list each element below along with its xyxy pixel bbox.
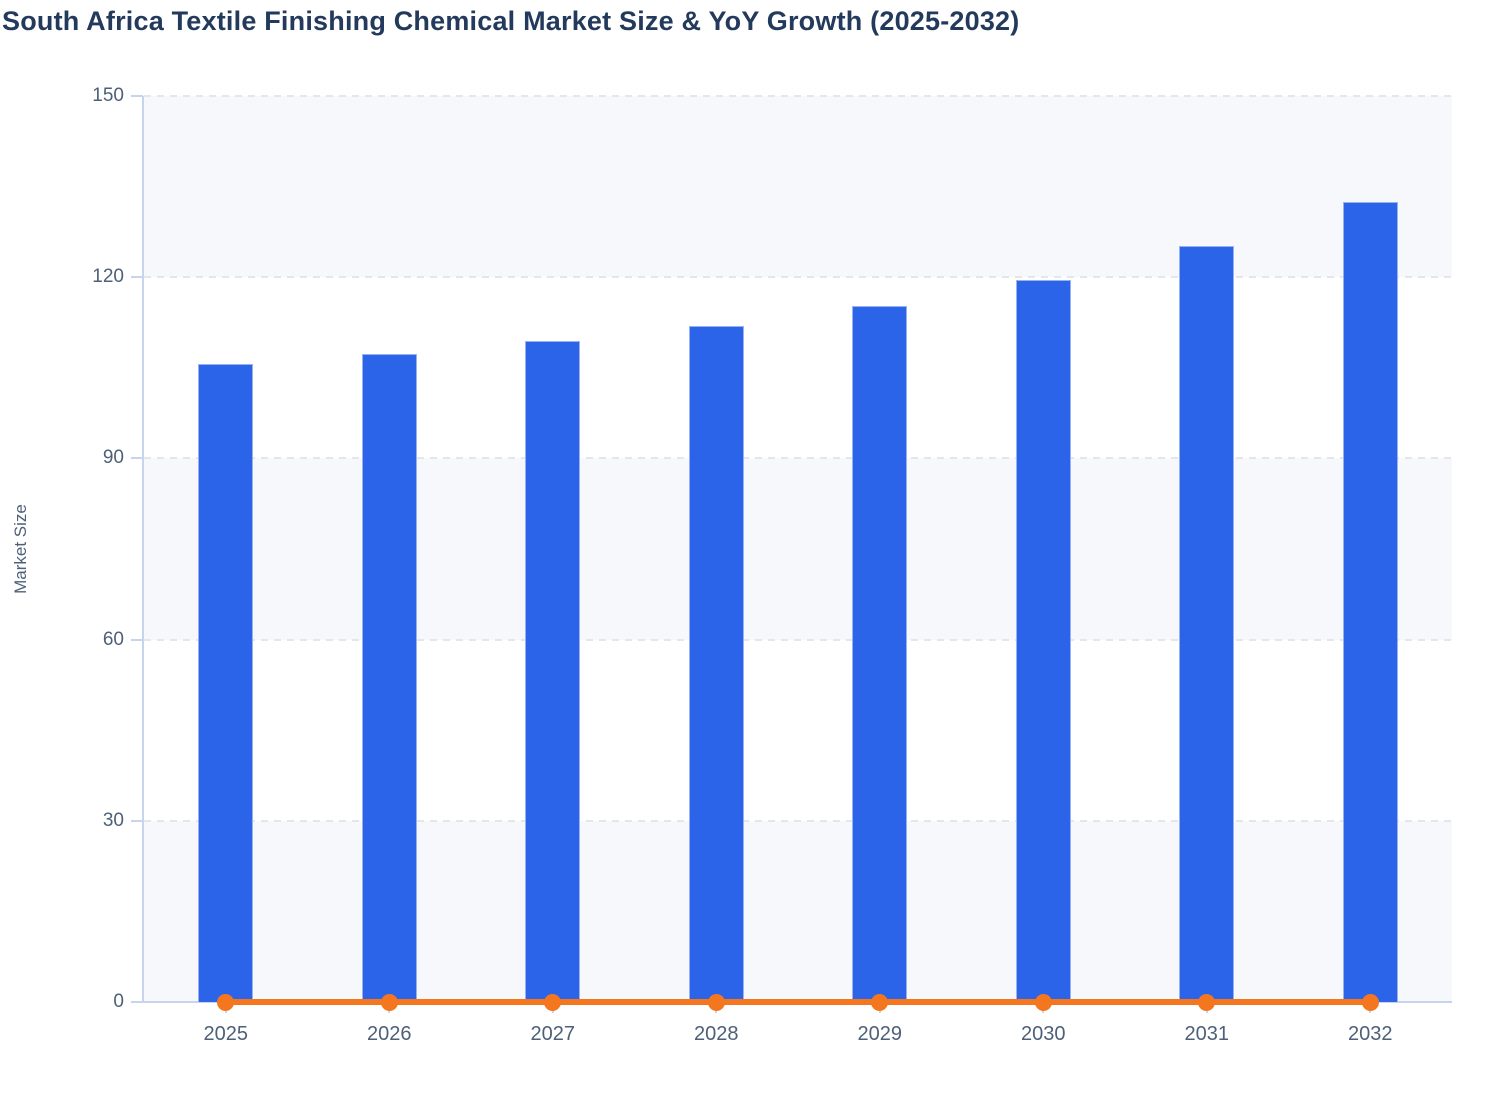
yoy-marker-2028[interactable] [707, 993, 725, 1011]
plot-band [144, 277, 1452, 458]
y-axis-tick [131, 638, 143, 641]
bar-2026[interactable] [361, 353, 417, 1002]
x-tick-label-2030: 2030 [1021, 1023, 1066, 1045]
x-tick-label-2025: 2025 [203, 1023, 249, 1045]
yoy-marker-2025[interactable] [217, 993, 235, 1011]
y-axis-line [142, 96, 144, 1003]
bar-2025[interactable] [198, 364, 254, 1002]
yoy-marker-2030[interactable] [1034, 993, 1052, 1011]
plot-band [144, 458, 1452, 640]
y-axis-tick [131, 95, 143, 97]
gridline-60 [144, 638, 1452, 641]
x-tick-label-2032: 2032 [1348, 1023, 1393, 1045]
x-tick-label-2028: 2028 [694, 1023, 739, 1045]
x-tick-label-2027: 2027 [530, 1023, 576, 1045]
y-tick-label-150: 150 [92, 85, 124, 106]
gridline-150 [144, 95, 1452, 97]
y-axis-tick [131, 819, 143, 822]
y-axis-tick [131, 1001, 143, 1003]
bar-2028[interactable] [688, 325, 744, 1002]
plot-band [144, 820, 1452, 1002]
gridline-120 [144, 276, 1452, 279]
y-tick-label-0: 0 [113, 991, 124, 1012]
y-axis-title: Market Size [11, 504, 30, 594]
x-tick-label-2026: 2026 [367, 1023, 412, 1045]
yoy-growth-line [225, 999, 1371, 1005]
gridline-90 [144, 457, 1452, 460]
yoy-marker-2026[interactable] [380, 993, 398, 1011]
gridline-30 [144, 819, 1452, 822]
bar-2027[interactable] [525, 341, 581, 1002]
y-tick-label-30: 30 [102, 809, 124, 831]
y-tick-label-60: 60 [102, 628, 124, 650]
yoy-marker-2032[interactable] [1361, 993, 1379, 1011]
bar-2029[interactable] [852, 306, 908, 1002]
chart-title: South Africa Textile Finishing Chemical … [2, 6, 1020, 36]
y-tick-label-90: 90 [102, 447, 124, 469]
x-tick-label-2029: 2029 [857, 1023, 903, 1045]
x-tick-label-2031: 2031 [1184, 1023, 1230, 1045]
yoy-marker-2029[interactable] [871, 993, 889, 1011]
plot-band [144, 640, 1452, 821]
bar-2032[interactable] [1342, 201, 1398, 1002]
bar-2031[interactable] [1179, 245, 1235, 1002]
y-tick-label-120: 120 [92, 266, 124, 288]
yoy-marker-2027[interactable] [544, 993, 562, 1011]
y-axis-tick [131, 457, 143, 460]
bar-2030[interactable] [1015, 279, 1071, 1002]
plot-band [144, 96, 1452, 278]
yoy-marker-2031[interactable] [1198, 993, 1216, 1011]
y-axis-tick [131, 276, 143, 279]
